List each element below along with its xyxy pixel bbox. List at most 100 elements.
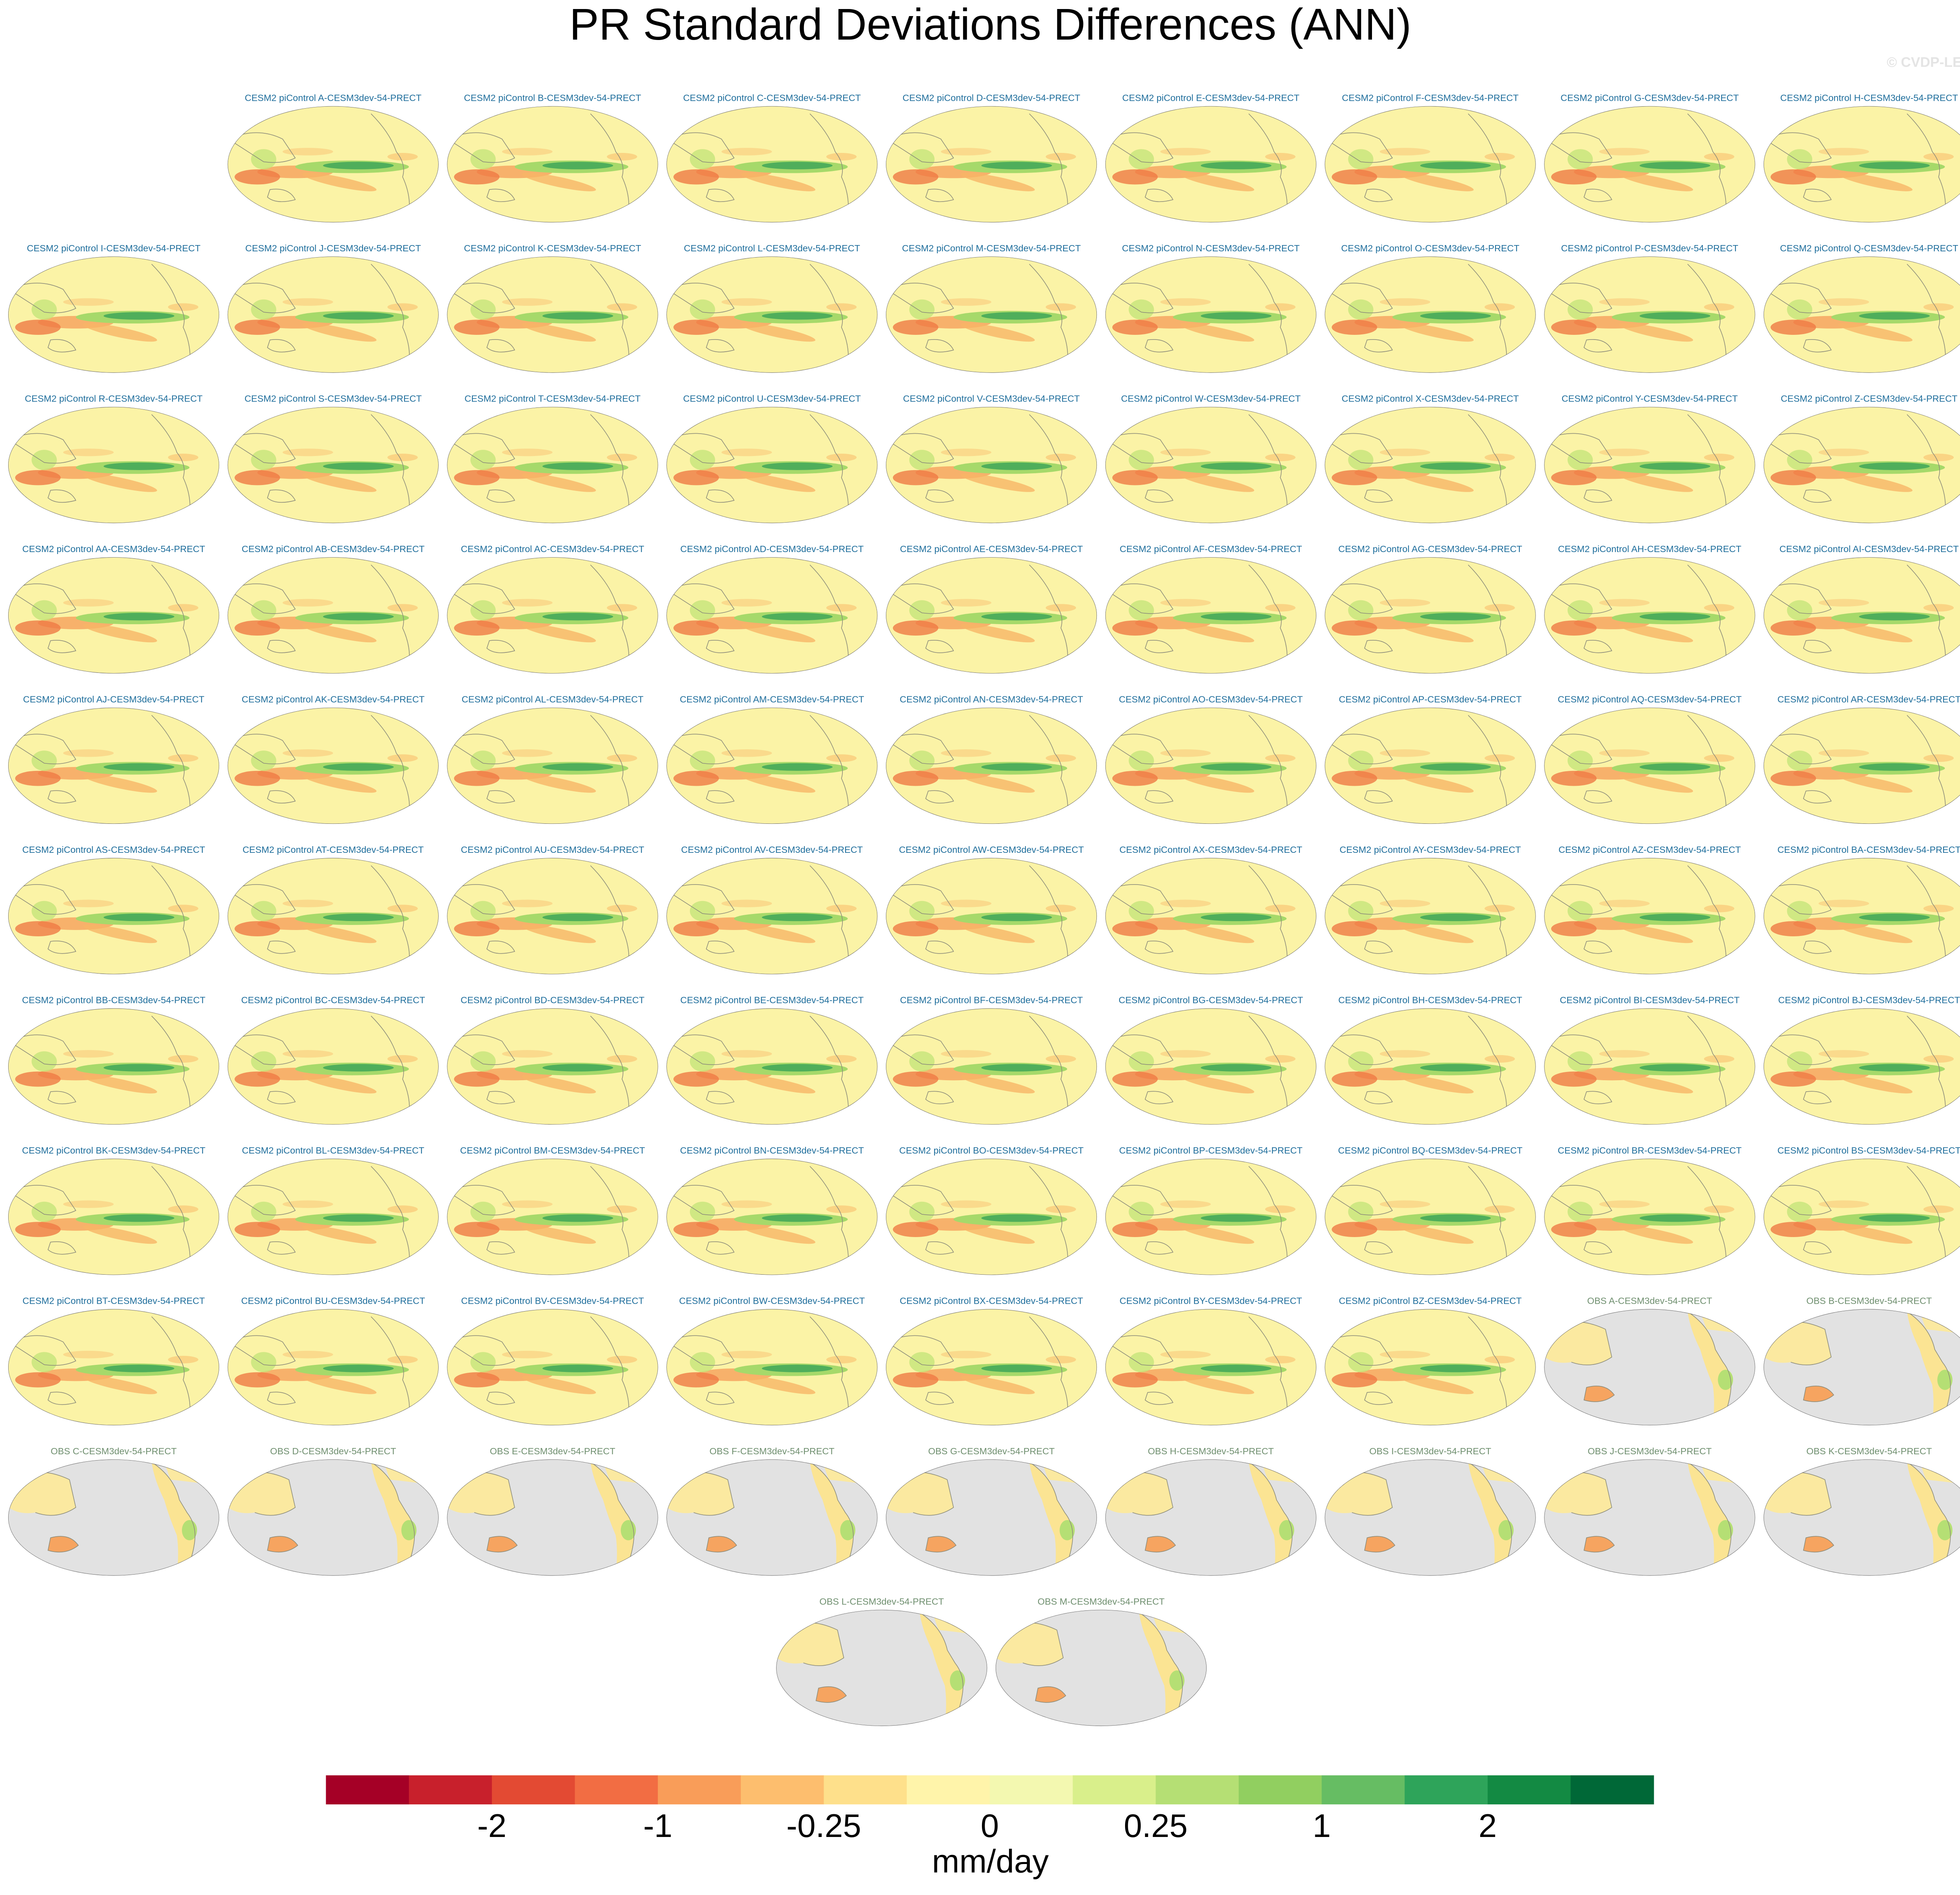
model-map [228, 1159, 439, 1275]
panel-title: CESM2 piControl BL-CESM3dev-54-PRECT [242, 1145, 424, 1156]
model-map [1764, 407, 1960, 523]
panel-title: CESM2 piControl AA-CESM3dev-54-PRECT [22, 544, 205, 554]
panel-title: OBS E-CESM3dev-54-PRECT [490, 1446, 615, 1456]
model-map [886, 106, 1097, 222]
model-map [8, 1159, 219, 1275]
model-map [8, 407, 219, 523]
model-map [666, 557, 877, 673]
colorbar-box [824, 1775, 907, 1804]
panel-title: CESM2 piControl AL-CESM3dev-54-PRECT [462, 694, 644, 705]
model-map [666, 1008, 877, 1125]
panel-title: CESM2 piControl BG-CESM3dev-54-PRECT [1119, 995, 1303, 1005]
panel-title: CESM2 piControl M-CESM3dev-54-PRECT [902, 243, 1081, 253]
panel-title: CESM2 piControl BU-CESM3dev-54-PRECT [241, 1296, 425, 1306]
panel-title: CESM2 piControl Q-CESM3dev-54-PRECT [1780, 243, 1958, 253]
model-map [1105, 256, 1316, 372]
model-map [666, 1159, 877, 1275]
obs-map [8, 1459, 219, 1575]
model-map [886, 1309, 1097, 1425]
panel-title: CESM2 piControl V-CESM3dev-54-PRECT [903, 394, 1080, 404]
panel-title: CESM2 piControl K-CESM3dev-54-PRECT [464, 243, 641, 253]
colorbar-tick-label: -1 [643, 1807, 672, 1844]
panel-title: CESM2 piControl BJ-CESM3dev-54-PRECT [1778, 995, 1960, 1005]
panel-title: OBS D-CESM3dev-54-PRECT [270, 1446, 396, 1456]
panel-title: CESM2 piControl C-CESM3dev-54-PRECT [683, 93, 861, 103]
model-map [228, 557, 439, 673]
model-map [8, 708, 219, 824]
colorbar-box [1487, 1775, 1571, 1804]
model-map [886, 708, 1097, 824]
panel-title: CESM2 piControl AP-CESM3dev-54-PRECT [1339, 694, 1522, 705]
colorbar-box [740, 1775, 824, 1804]
model-map [1325, 106, 1536, 222]
panel-title: CESM2 piControl AB-CESM3dev-54-PRECT [242, 544, 425, 554]
obs-map [1325, 1459, 1536, 1575]
panel-title: CESM2 piControl AR-CESM3dev-54-PRECT [1777, 694, 1960, 705]
panel-title: CESM2 piControl R-CESM3dev-54-PRECT [25, 394, 202, 404]
colorbar-box [492, 1775, 575, 1804]
model-map [1325, 858, 1536, 974]
model-map [1764, 858, 1960, 974]
model-map [1105, 708, 1316, 824]
model-map [8, 557, 219, 673]
panel-title: CESM2 piControl S-CESM3dev-54-PRECT [245, 394, 422, 404]
panel-title: CESM2 piControl AV-CESM3dev-54-PRECT [681, 845, 863, 855]
panel-title: CESM2 piControl AZ-CESM3dev-54-PRECT [1559, 845, 1741, 855]
model-map [666, 858, 877, 974]
model-map [1544, 256, 1755, 372]
model-map [447, 407, 658, 523]
model-map [1325, 407, 1536, 523]
panel-title: CESM2 piControl BE-CESM3dev-54-PRECT [680, 995, 864, 1005]
panel-title: CESM2 piControl Z-CESM3dev-54-PRECT [1781, 394, 1958, 404]
obs-map [1764, 1459, 1960, 1575]
panel-title: CESM2 piControl T-CESM3dev-54-PRECT [465, 394, 641, 404]
panel-title: OBS M-CESM3dev-54-PRECT [1038, 1596, 1165, 1606]
model-map [228, 1309, 439, 1425]
model-map [8, 256, 219, 372]
panel-title: CESM2 piControl AK-CESM3dev-54-PRECT [242, 694, 425, 705]
obs-map [228, 1459, 439, 1575]
panel-title: CESM2 piControl I-CESM3dev-54-PRECT [27, 243, 201, 253]
colorbar-box [1238, 1775, 1322, 1804]
model-map [228, 407, 439, 523]
model-map [1105, 557, 1316, 673]
colorbar-box [1073, 1775, 1156, 1804]
panel-title: CESM2 piControl BF-CESM3dev-54-PRECT [900, 995, 1083, 1005]
panel-title: CESM2 piControl BQ-CESM3dev-54-PRECT [1338, 1145, 1522, 1156]
model-map [8, 1309, 219, 1425]
obs-map [1105, 1459, 1316, 1575]
panel-title: OBS H-CESM3dev-54-PRECT [1148, 1446, 1274, 1456]
colorbar-box [989, 1775, 1073, 1804]
panel-title: CESM2 piControl G-CESM3dev-54-PRECT [1561, 93, 1739, 103]
panel-title: CESM2 piControl BD-CESM3dev-54-PRECT [461, 995, 644, 1005]
panel-title: CESM2 piControl U-CESM3dev-54-PRECT [683, 394, 861, 404]
panel-title: CESM2 piControl Y-CESM3dev-54-PRECT [1562, 394, 1738, 404]
panel-title: CESM2 piControl AE-CESM3dev-54-PRECT [900, 544, 1083, 554]
panel-title: OBS C-CESM3dev-54-PRECT [51, 1446, 176, 1456]
panel-title: CESM2 piControl AH-CESM3dev-54-PRECT [1558, 544, 1741, 554]
panel-title: CESM2 piControl O-CESM3dev-54-PRECT [1341, 243, 1519, 253]
panel-title: CESM2 piControl AQ-CESM3dev-54-PRECT [1558, 694, 1742, 705]
colorbar-box [907, 1775, 990, 1804]
panel-title: OBS F-CESM3dev-54-PRECT [710, 1446, 835, 1456]
panel-title: OBS J-CESM3dev-54-PRECT [1588, 1446, 1711, 1456]
colorbar-box [658, 1775, 741, 1804]
panel-title: OBS B-CESM3dev-54-PRECT [1806, 1296, 1932, 1306]
model-map [886, 407, 1097, 523]
obs-map [886, 1459, 1097, 1575]
panel-title: CESM2 piControl P-CESM3dev-54-PRECT [1561, 243, 1738, 253]
model-map [1764, 106, 1960, 222]
panel-title: CESM2 piControl BW-CESM3dev-54-PRECT [679, 1296, 865, 1306]
panel-title: CESM2 piControl B-CESM3dev-54-PRECT [464, 93, 641, 103]
panel-title: CESM2 piControl BY-CESM3dev-54-PRECT [1120, 1296, 1302, 1306]
model-map [886, 858, 1097, 974]
model-map [1105, 858, 1316, 974]
model-map [886, 1008, 1097, 1125]
model-map [1764, 1008, 1960, 1125]
model-map [447, 1309, 658, 1425]
panel-title: OBS A-CESM3dev-54-PRECT [1587, 1296, 1712, 1306]
model-map [886, 1159, 1097, 1275]
model-map [1325, 1309, 1536, 1425]
model-map [1764, 708, 1960, 824]
